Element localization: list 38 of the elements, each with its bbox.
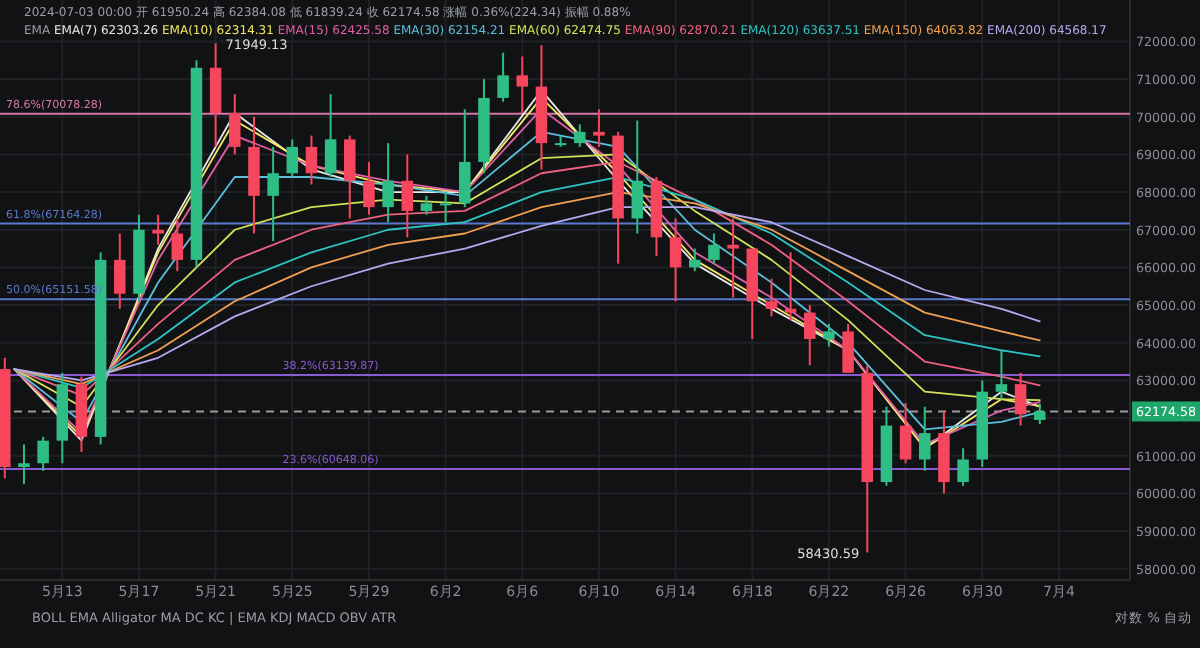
candlestick <box>631 119 644 235</box>
candlestick <box>497 51 509 103</box>
candlestick <box>305 134 318 186</box>
candlestick <box>401 153 414 239</box>
candlestick <box>286 138 299 179</box>
candlestick <box>919 405 931 472</box>
candlestick <box>669 217 682 303</box>
candlestick <box>593 108 605 148</box>
candlestick <box>171 217 184 273</box>
candlestick <box>708 232 720 265</box>
candlestick <box>363 160 375 216</box>
candlestick <box>459 108 471 209</box>
candlestick <box>823 322 835 348</box>
candlestick <box>324 93 337 179</box>
candlestick <box>114 232 126 310</box>
candlestick <box>267 145 279 243</box>
candlestick <box>1034 402 1046 426</box>
candlestick <box>899 401 912 465</box>
candlestick <box>209 42 222 148</box>
candlestick <box>1014 371 1027 427</box>
candlestick <box>516 55 529 114</box>
candlestick <box>420 194 433 216</box>
candlestick <box>842 322 854 374</box>
candlestick <box>765 277 778 318</box>
candlestick <box>439 191 452 224</box>
candlestick <box>152 213 164 246</box>
candlestick <box>784 251 797 322</box>
candlestick <box>382 142 394 224</box>
candlestick <box>957 447 969 487</box>
candlestick <box>574 123 586 148</box>
candlestick <box>37 435 49 472</box>
candlestick <box>344 134 356 220</box>
candlestick <box>804 304 816 367</box>
candlestick <box>995 349 1008 401</box>
candlestick <box>229 93 241 156</box>
candlestick <box>18 443 30 485</box>
candlestick <box>727 217 739 299</box>
candlestick <box>689 247 701 273</box>
